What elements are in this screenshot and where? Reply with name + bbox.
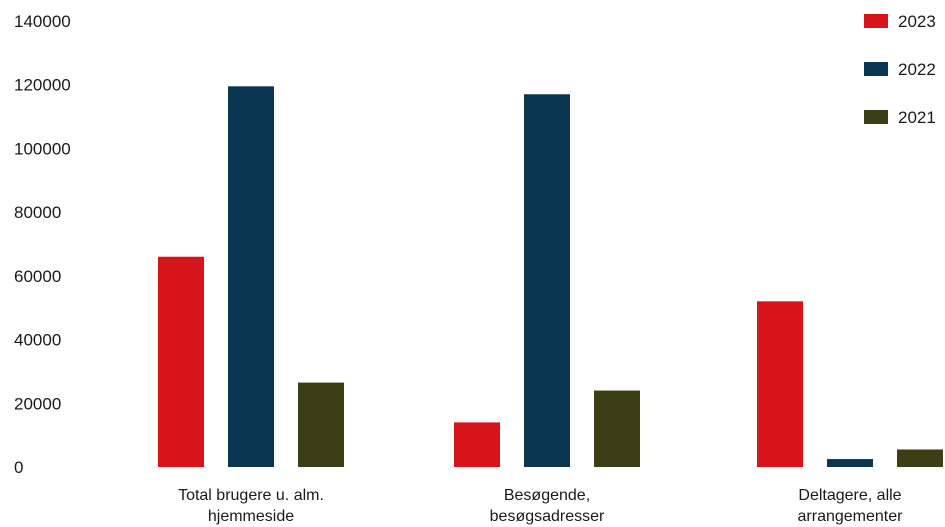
bar-2022-3 [827, 459, 873, 467]
category-label: Besøgende, besøgsadresser [490, 487, 605, 525]
y-tick-label: 40000 [14, 331, 61, 350]
bar-2023-2 [454, 422, 500, 467]
y-axis: 0 20000 40000 60000 80000 100000 120000 140000 [14, 12, 71, 477]
category-label: Deltagere, alle arrangementer [798, 487, 904, 525]
x-axis: Total brugere u. alm. hjemmeside Besøgende… [178, 487, 903, 525]
bar-2023-1 [158, 256, 204, 467]
legend-swatch-2022 [864, 62, 888, 76]
category-label-line: Besøgende, [504, 487, 590, 504]
category-label-line: Deltagere, alle [798, 487, 901, 504]
bar-2021-3 [897, 449, 943, 467]
category-label-line: hjemmeside [208, 508, 294, 525]
category-label: Total brugere u. alm. hjemmeside [178, 487, 324, 525]
legend: 2023 2022 2021 [864, 12, 936, 127]
y-tick-label: 0 [14, 458, 23, 477]
bar-2023-3 [757, 301, 803, 467]
legend-swatch-2023 [864, 14, 888, 28]
y-tick-label: 20000 [14, 394, 61, 413]
category-label-line: arrangementer [798, 508, 904, 525]
y-tick-label: 60000 [14, 267, 61, 286]
legend-label-2022: 2022 [898, 60, 936, 79]
category-label-line: besøgsadresser [490, 508, 605, 525]
bar-2022-2 [524, 94, 570, 468]
bars [158, 86, 943, 468]
legend-label-2023: 2023 [898, 12, 936, 31]
bar-2021-2 [594, 390, 640, 467]
legend-label-2021: 2021 [898, 108, 936, 127]
category-label-line: Total brugere u. alm. [178, 487, 324, 504]
bar-2021-1 [298, 382, 344, 467]
y-tick-label: 100000 [14, 139, 71, 158]
y-tick-label: 120000 [14, 76, 71, 95]
bar-2022-1 [228, 86, 274, 468]
y-tick-label: 80000 [14, 203, 61, 222]
legend-swatch-2021 [864, 110, 888, 124]
y-tick-label: 140000 [14, 12, 71, 31]
